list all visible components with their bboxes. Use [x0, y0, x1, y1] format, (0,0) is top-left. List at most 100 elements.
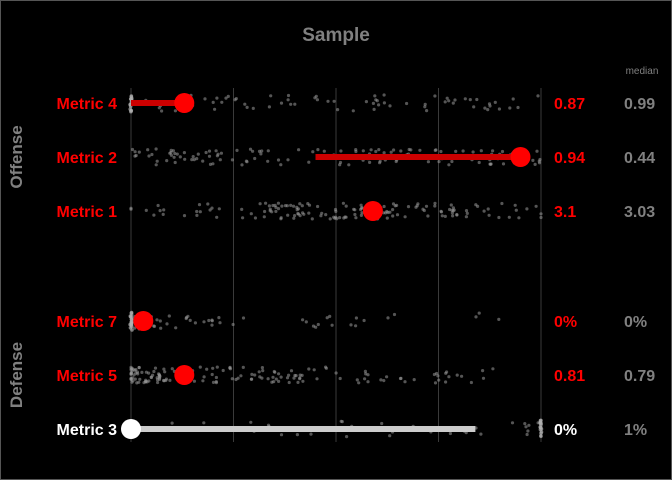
- distribution-dot: [146, 148, 150, 152]
- distribution-dot: [129, 372, 133, 376]
- distribution-dot: [538, 418, 543, 423]
- distribution-dot: [330, 323, 334, 327]
- distribution-dot: [136, 372, 140, 376]
- distribution-dot: [218, 321, 222, 325]
- metric-value: 0.81: [554, 368, 585, 385]
- distribution-dot: [165, 159, 169, 163]
- distribution-dot: [508, 106, 512, 110]
- distribution-dot: [450, 159, 454, 164]
- distribution-dot: [497, 317, 501, 321]
- distribution-dot: [354, 316, 358, 320]
- distribution-dot: [406, 205, 411, 209]
- metric-median: 0.99: [624, 96, 655, 113]
- distribution-dot: [432, 372, 436, 377]
- distribution-dot: [443, 100, 447, 104]
- distribution-dot: [391, 202, 396, 206]
- distribution-dot: [534, 204, 538, 208]
- distribution-dot: [394, 159, 398, 164]
- distribution-dot: [368, 160, 372, 164]
- metric-value: 0.87: [554, 96, 585, 113]
- distribution-dot: [386, 316, 390, 320]
- distribution-dot: [471, 150, 475, 154]
- distribution-dot: [171, 149, 175, 153]
- distribution-dot: [289, 369, 294, 373]
- distribution-dot: [260, 366, 264, 370]
- distribution-dot: [188, 318, 192, 322]
- distribution-dot: [131, 379, 135, 383]
- distribution-dot: [423, 102, 427, 106]
- distribution-dot: [444, 380, 448, 384]
- metric-value: 0%: [554, 314, 577, 331]
- distribution-dot: [289, 203, 293, 207]
- distribution-dot: [455, 213, 459, 217]
- distribution-dot: [219, 151, 223, 155]
- distribution-dot: [276, 201, 280, 205]
- distribution-dot: [263, 209, 267, 214]
- distribution-dot: [347, 163, 351, 167]
- distribution-dot: [339, 149, 343, 153]
- group-labels: Offense Defense: [7, 125, 26, 408]
- distribution-dot: [163, 370, 167, 374]
- distribution-dot: [215, 154, 219, 158]
- distribution-dot: [525, 207, 529, 211]
- metric-value: 0.94: [554, 150, 585, 167]
- distribution-dot: [366, 380, 370, 384]
- distribution-dot: [447, 163, 451, 167]
- metric-value: 0%: [554, 422, 577, 439]
- distribution-dot: [437, 378, 441, 382]
- distribution-dot: [144, 208, 148, 212]
- distribution-dot: [253, 373, 257, 377]
- distribution-dot: [156, 203, 160, 208]
- distribution-dot: [155, 159, 159, 163]
- distribution-dot: [360, 206, 364, 210]
- distribution-dot: [475, 97, 479, 102]
- distribution-dot: [497, 107, 501, 111]
- distribution-dot: [292, 376, 296, 380]
- distribution-dot: [251, 149, 255, 153]
- distribution-dot: [355, 378, 359, 382]
- percentile-point: [133, 311, 154, 331]
- distribution-dot: [322, 149, 326, 153]
- distribution-dot: [433, 381, 438, 385]
- distribution-dot: [391, 214, 395, 218]
- distribution-dot: [207, 154, 212, 158]
- distribution-dot: [183, 157, 187, 161]
- distribution-dot: [307, 211, 311, 215]
- distribution-dot: [192, 379, 196, 383]
- percentile-point: [174, 365, 195, 385]
- distribution-dot: [296, 380, 300, 384]
- distribution-dot: [352, 207, 356, 211]
- metric-label: Metric 3: [57, 422, 118, 439]
- distribution-dot: [129, 376, 133, 380]
- distribution-dot: [152, 369, 156, 374]
- distribution-dot: [425, 109, 429, 113]
- distribution-dot: [464, 209, 469, 213]
- distribution-dot: [161, 212, 165, 216]
- distribution-dot: [474, 315, 478, 319]
- distribution-dot: [539, 434, 543, 439]
- distribution-dot: [214, 375, 218, 380]
- distribution-dot: [298, 202, 302, 206]
- distribution-dot: [154, 147, 158, 151]
- distribution-dot: [231, 322, 235, 327]
- distribution-dot: [198, 210, 202, 214]
- distribution-dot: [202, 421, 206, 425]
- distribution-dot: [447, 99, 451, 103]
- distribution-dot: [277, 379, 281, 383]
- distribution-dot: [511, 97, 515, 101]
- distribution-dot: [359, 203, 363, 207]
- distribution-dot: [377, 103, 381, 107]
- metric-label: Metric 4: [57, 96, 118, 113]
- distribution-dot: [266, 149, 270, 153]
- distribution-dot: [536, 94, 540, 98]
- distribution-dot: [147, 154, 151, 158]
- distribution-dot: [437, 160, 441, 164]
- distribution-dot: [422, 208, 426, 213]
- distribution-dot: [364, 100, 368, 104]
- distribution-dot: [214, 380, 218, 384]
- distribution-dot: [354, 324, 358, 328]
- distribution-dot: [195, 157, 199, 161]
- distribution-dot: [399, 149, 403, 153]
- distribution-dot: [307, 160, 311, 164]
- distribution-dot: [214, 149, 218, 153]
